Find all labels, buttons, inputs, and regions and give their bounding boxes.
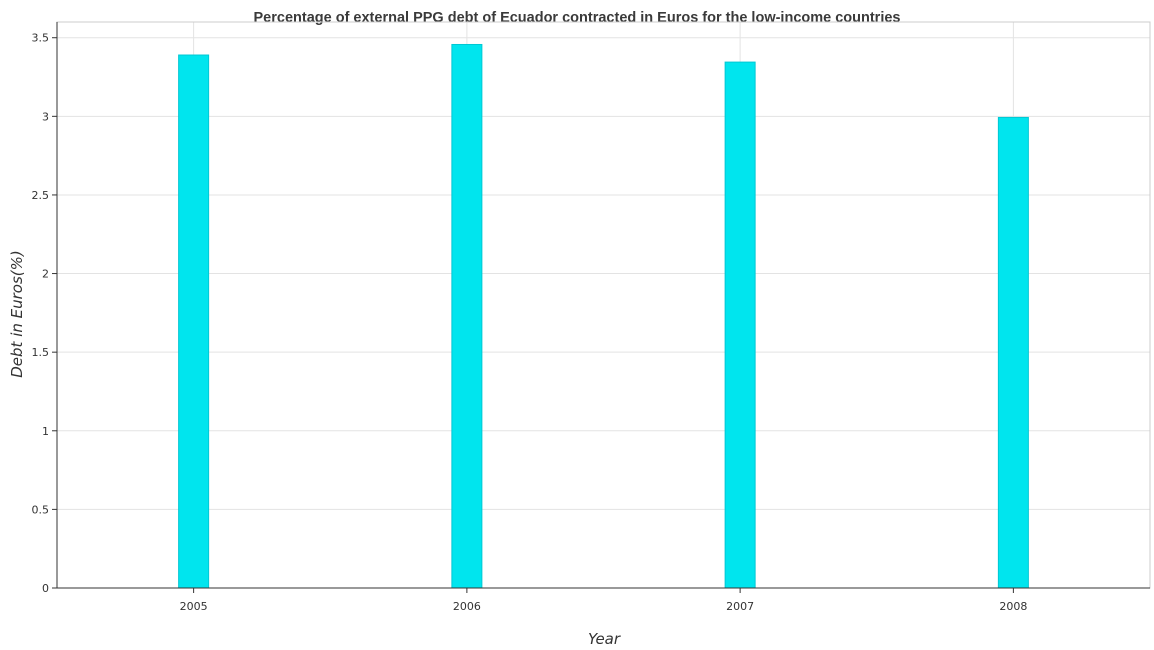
y-tick-label: 2 [42, 268, 49, 281]
y-axis-label: Debt in Euros(%) [8, 250, 26, 378]
x-tick-label: 2005 [180, 600, 208, 613]
plot-border [56, 21, 1151, 589]
bars [178, 43, 1029, 589]
x-axis-ticks: 2005 2006 2007 2008 [180, 588, 1027, 613]
y-tick-label: 3 [42, 110, 49, 123]
x-tick-label: 2006 [453, 600, 481, 613]
x-tick-label: 2008 [999, 600, 1027, 613]
y-tick-label: 2.5 [32, 189, 50, 202]
bar-2008 [997, 116, 1029, 589]
bar-2006 [451, 43, 483, 589]
y-tick-label: 1.5 [32, 346, 50, 359]
y-tick-label: 3.5 [32, 32, 50, 45]
bar-2007 [724, 61, 756, 589]
y-tick-label: 0.5 [32, 503, 50, 516]
grid-lines [57, 22, 1150, 589]
y-tick-label: 1 [42, 425, 49, 438]
x-axis-label: Year [588, 630, 621, 648]
x-tick-label: 2007 [726, 600, 754, 613]
axes [56, 21, 1151, 589]
y-tick-label: 0 [42, 582, 49, 595]
bar-2005 [178, 54, 210, 589]
y-axis-ticks: 0 0.5 1 1.5 2 2.5 3 3.5 [32, 32, 57, 595]
